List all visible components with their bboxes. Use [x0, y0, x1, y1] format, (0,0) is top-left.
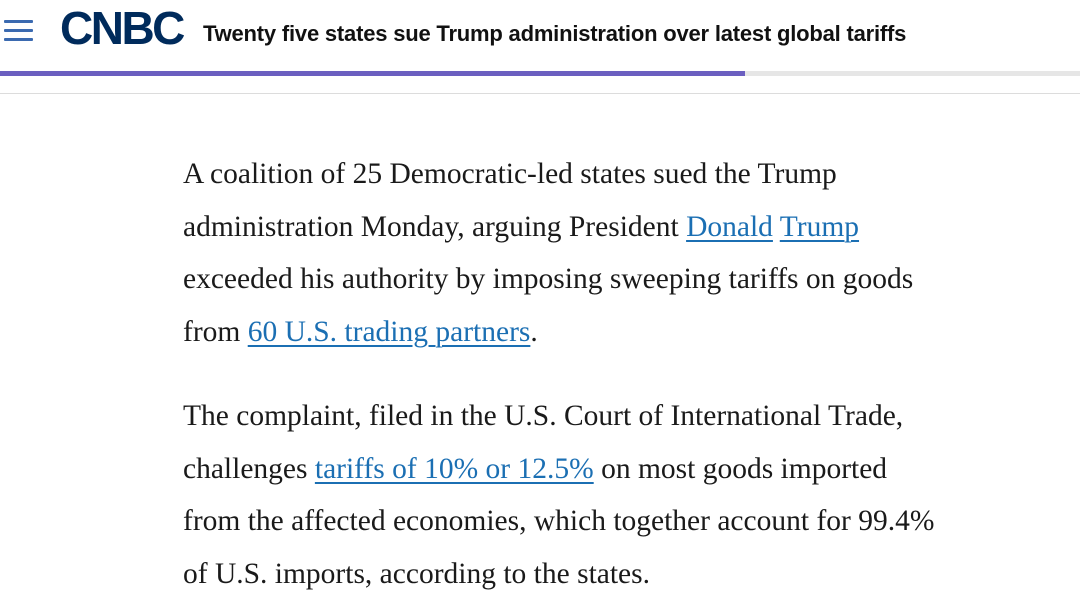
reading-progress-fill	[0, 71, 746, 76]
menu-bar	[4, 20, 33, 23]
paragraph-text: on most goods imported	[593, 452, 888, 485]
paragraph-line: The complaint, filed in the U.S. Court o…	[183, 390, 1063, 443]
paragraph-text: exceeded his authority by imposing sweep…	[183, 263, 914, 295]
paragraph-line: A coalition of 25 Democratic-led states …	[183, 148, 1063, 201]
article-paragraph-1: A coalition of 25 Democratic-led states …	[183, 148, 1063, 358]
menu-bar	[4, 29, 33, 32]
paragraph-line: from the affected economies, which toget…	[183, 495, 1063, 548]
cnbc-logo[interactable]: CNBC	[60, 4, 194, 52]
tariffs-link[interactable]: tariffs of 10% or 12.5%	[314, 452, 594, 485]
paragraph-line: challenges tariffs of 10% or 12.5% on mo…	[183, 443, 1063, 496]
reading-progress-bar	[0, 71, 1080, 76]
paragraph-text: of U.S. imports, according to the states…	[183, 557, 651, 590]
paragraph-text: challenges	[183, 452, 315, 485]
paragraph-text: The complaint, filed in the U.S. Court o…	[183, 400, 904, 432]
paragraph-text: administration Monday, arguing President	[183, 210, 687, 243]
article-paragraph-2: The complaint, filed in the U.S. Court o…	[183, 390, 1063, 600]
article-headline: Twenty five states sue Trump administrat…	[203, 21, 907, 46]
hamburger-menu-icon[interactable]	[4, 16, 34, 44]
trump-link[interactable]: Trump	[779, 210, 860, 243]
donald-link[interactable]: Donald	[686, 210, 773, 243]
paragraph-line: exceeded his authority by imposing sweep…	[183, 253, 1063, 306]
paragraph-line: of U.S. imports, according to the states…	[183, 548, 1063, 601]
logo-text: CNBC	[60, 2, 185, 54]
menu-bar	[4, 38, 33, 41]
paragraph-line: administration Monday, arguing President…	[183, 201, 1063, 254]
site-header: CNBC Twenty five states sue Trump admini…	[0, 0, 1080, 76]
paragraph-text: .	[530, 315, 538, 348]
paragraph-text: from	[183, 315, 248, 348]
trading-partners-link[interactable]: 60 U.S. trading partners	[247, 315, 531, 348]
article-body: A coalition of 25 Democratic-led states …	[183, 148, 1063, 608]
header-divider	[0, 93, 1080, 94]
paragraph-text: A coalition of 25 Democratic-led states …	[183, 158, 837, 190]
paragraph-line: from 60 U.S. trading partners.	[183, 306, 1063, 359]
paragraph-text: from the affected economies, which toget…	[183, 505, 935, 537]
